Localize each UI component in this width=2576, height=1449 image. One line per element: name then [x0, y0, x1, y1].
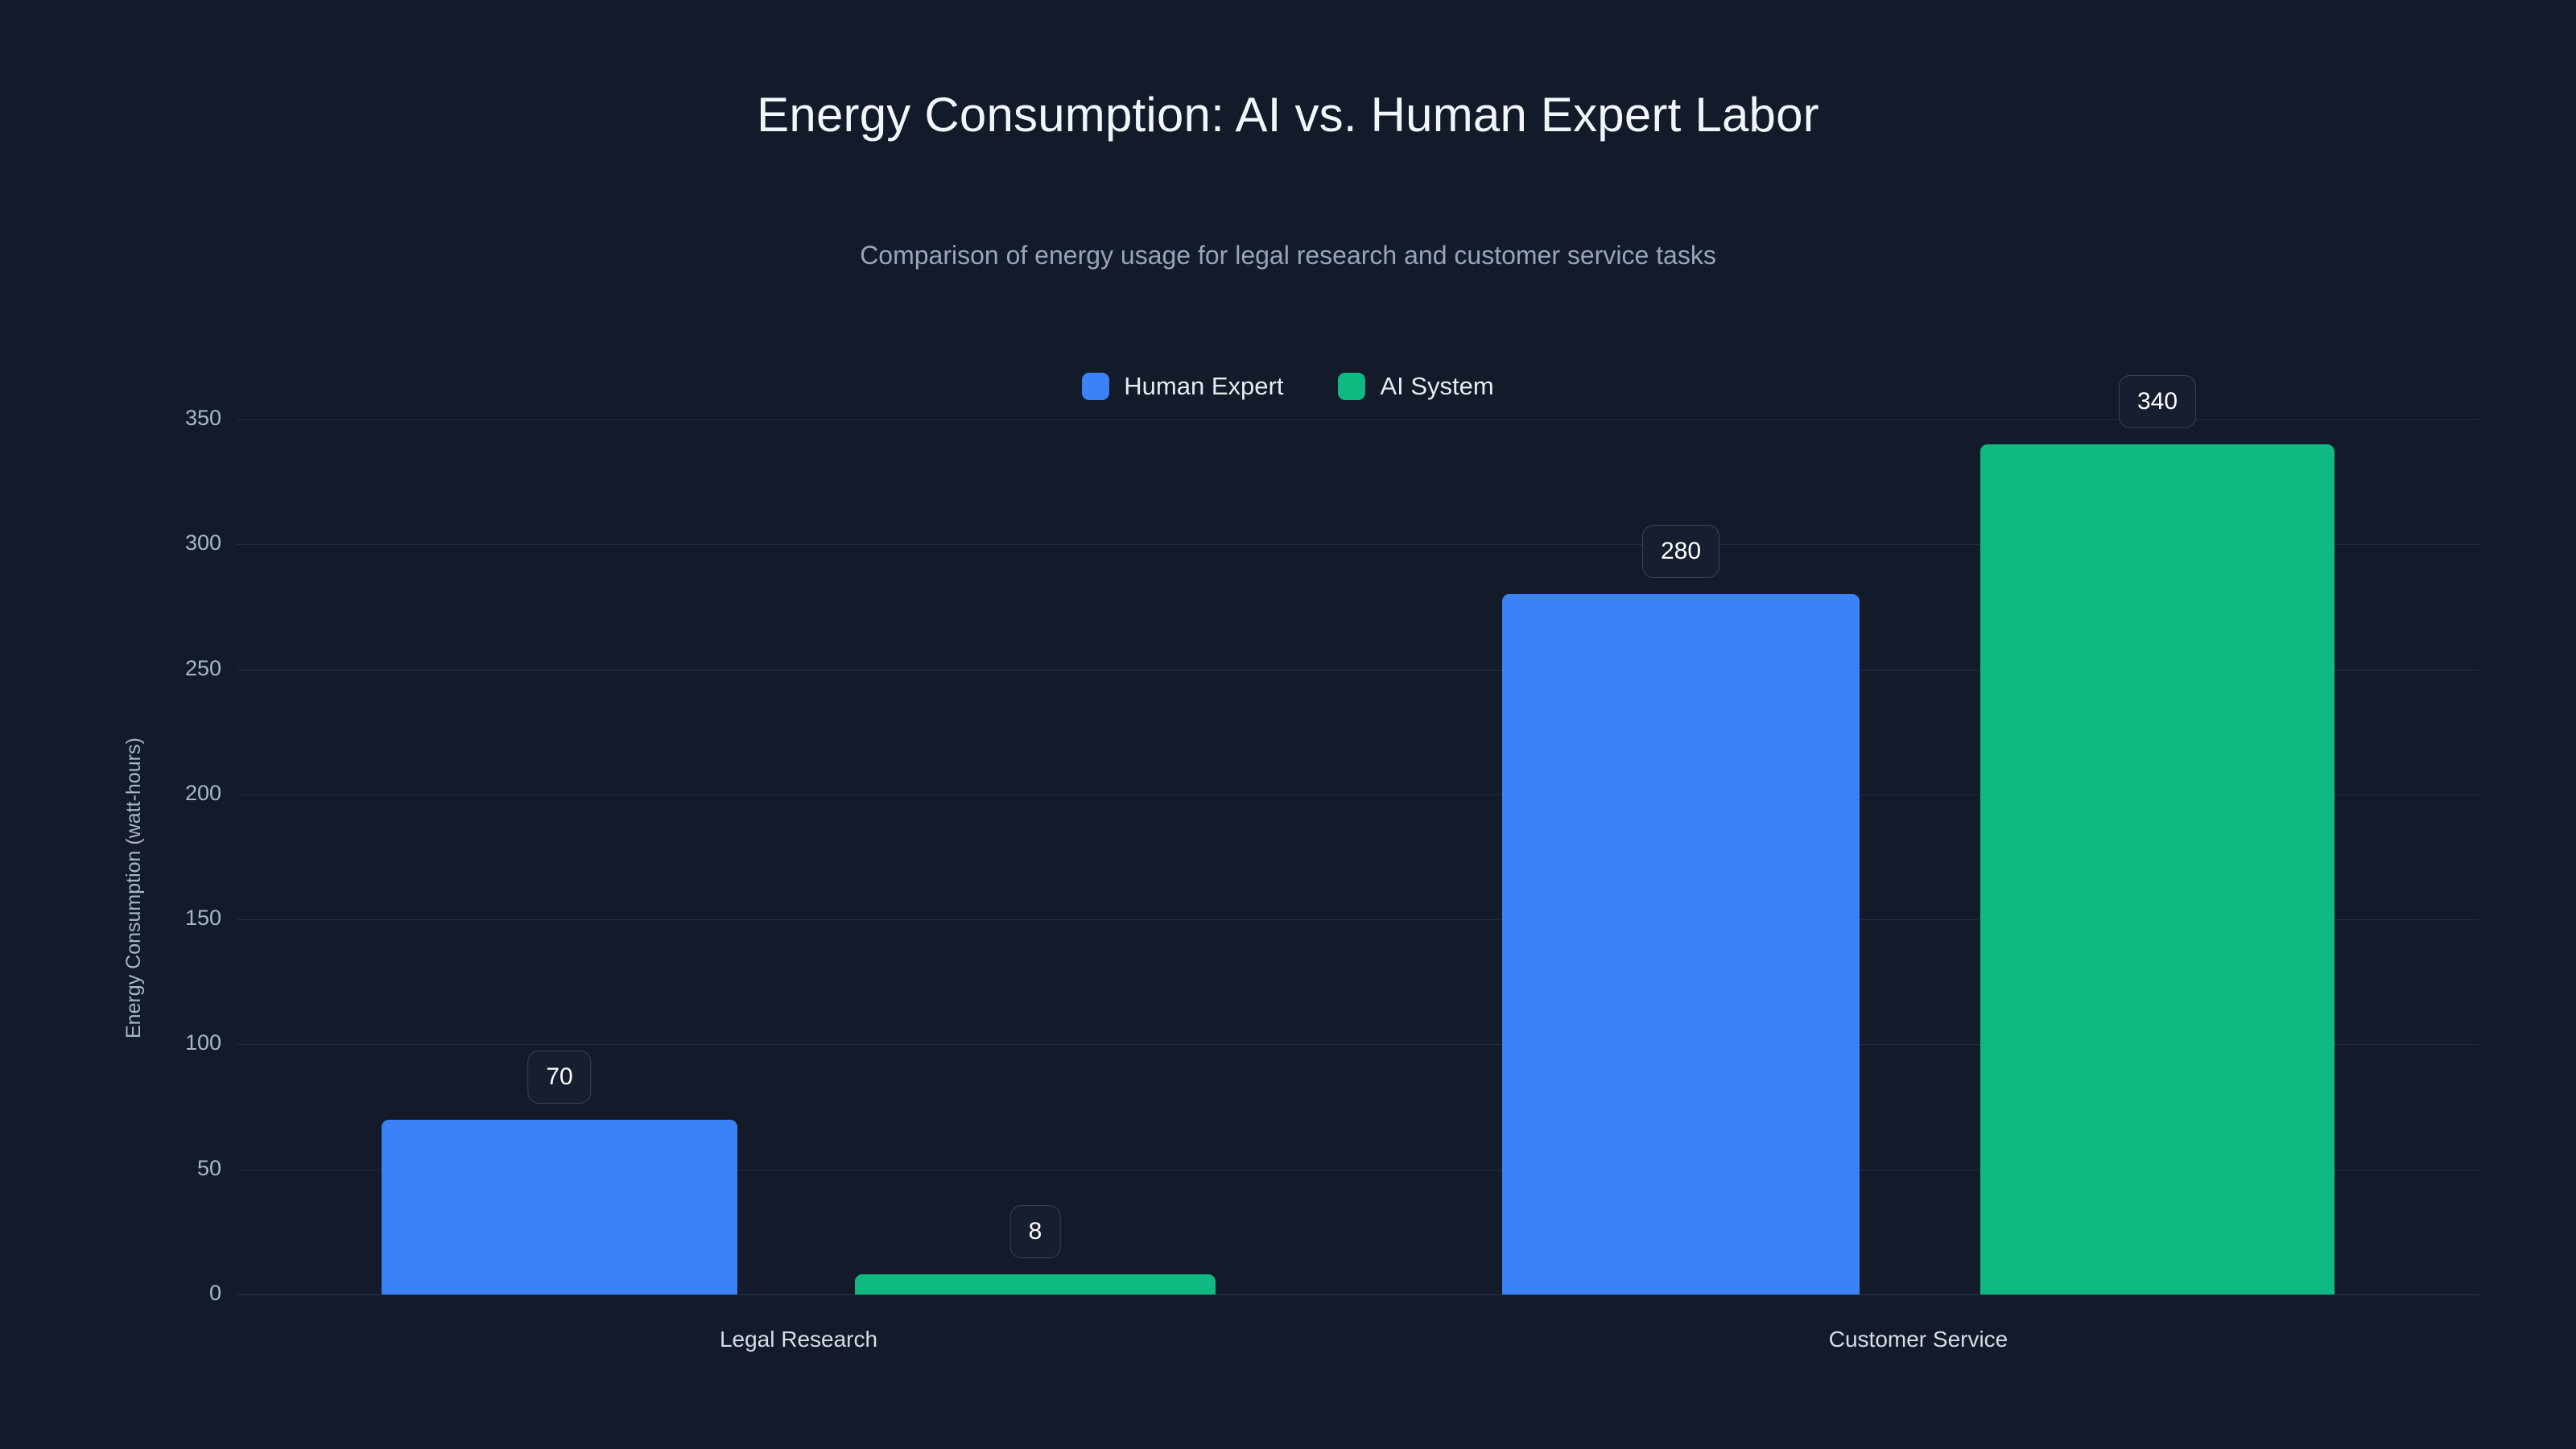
legend-item-ai-system[interactable]: AI System [1338, 372, 1494, 401]
gridline [237, 1294, 2479, 1295]
y-axis-tick-label: 250 [184, 655, 221, 680]
x-axis-tick-label: Legal Research [719, 1327, 878, 1352]
y-axis-tick-label: 0 [208, 1281, 221, 1305]
bar[interactable] [855, 1274, 1216, 1294]
legend-swatch-icon [1338, 373, 1366, 400]
bar[interactable] [1980, 444, 2334, 1294]
chart-title: Energy Consumption: AI vs. Human Expert … [757, 88, 1819, 142]
bar[interactable] [1502, 594, 1860, 1294]
plot-area [237, 419, 2479, 1295]
chart-subtitle: Comparison of energy usage for legal res… [860, 241, 1716, 270]
gridline [237, 1044, 2479, 1046]
bar-value-label: 8 [1009, 1205, 1061, 1259]
y-axis-tick-label: 150 [184, 906, 221, 931]
gridline [237, 669, 2479, 671]
chart-legend: Human Expert AI System [0, 372, 2576, 401]
y-axis-tick-label: 200 [184, 780, 221, 805]
legend-label: AI System [1380, 372, 1494, 400]
y-axis-tick-label: 300 [184, 530, 221, 555]
gridline [237, 919, 2479, 921]
bar[interactable] [382, 1119, 737, 1294]
bar-value-label: 70 [527, 1050, 592, 1104]
x-axis-tick-label: Customer Service [1828, 1327, 2008, 1352]
legend-item-human-expert[interactable]: Human Expert [1082, 372, 1283, 401]
y-axis-tick-label: 50 [196, 1155, 221, 1180]
legend-swatch-icon [1082, 373, 1110, 400]
legend-label: Human Expert [1124, 372, 1284, 400]
bar-value-label: 340 [2118, 375, 2197, 429]
y-axis-tick-label: 350 [184, 406, 221, 430]
gridline [237, 419, 2479, 420]
y-axis-tick-label: 100 [184, 1030, 221, 1055]
gridline [237, 544, 2479, 546]
bar-value-label: 280 [1641, 525, 1720, 579]
